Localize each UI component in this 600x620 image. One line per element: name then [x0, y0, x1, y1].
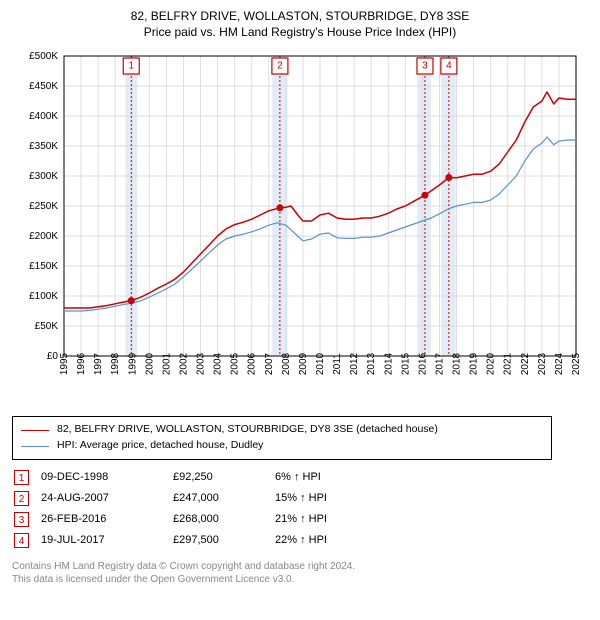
svg-text:£50K: £50K: [35, 321, 59, 332]
sale-price: £297,500: [173, 531, 273, 550]
svg-text:£300K: £300K: [29, 171, 58, 182]
chart-subtitle: Price paid vs. HM Land Registry's House …: [12, 24, 588, 40]
sale-badge: 2: [14, 489, 39, 508]
svg-text:£0: £0: [47, 351, 59, 362]
svg-text:3: 3: [422, 61, 428, 72]
chart-title: 82, BELFRY DRIVE, WOLLASTON, STOURBRIDGE…: [12, 8, 588, 24]
sale-price: £247,000: [173, 489, 273, 508]
chart-plot: £0 £50K £100K £150K £200K £250K £300K £350K £400…: [12, 46, 588, 406]
svg-text:£200K: £200K: [29, 231, 58, 242]
sales-row: 326-FEB-2016£268,00021% ↑ HPI: [14, 510, 337, 529]
sale-date: 26-FEB-2016: [41, 510, 171, 529]
sale-diff: 21% ↑ HPI: [275, 510, 337, 529]
legend-item: 82, BELFRY DRIVE, WOLLASTON, STOURBRIDGE…: [21, 422, 543, 438]
sales-table: 109-DEC-1998£92,2506% ↑ HPI224-AUG-2007£…: [12, 466, 339, 552]
sale-price: £92,250: [173, 468, 273, 487]
legend-label: 82, BELFRY DRIVE, WOLLASTON, STOURBRIDGE…: [57, 422, 438, 438]
footer-line-1: Contains HM Land Registry data © Crown c…: [12, 560, 588, 574]
sale-badge: 1: [14, 468, 39, 487]
sales-row: 224-AUG-2007£247,00015% ↑ HPI: [14, 489, 337, 508]
svg-text:£450K: £450K: [29, 81, 58, 92]
svg-text:1: 1: [128, 61, 134, 72]
svg-text:£250K: £250K: [29, 201, 58, 212]
svg-text:£400K: £400K: [29, 111, 58, 122]
sale-date: 19-JUL-2017: [41, 531, 171, 550]
footer-line-2: This data is licensed under the Open Gov…: [12, 573, 588, 587]
sales-row: 109-DEC-1998£92,2506% ↑ HPI: [14, 468, 337, 487]
footer: Contains HM Land Registry data © Crown c…: [12, 560, 588, 587]
legend-label: HPI: Average price, detached house, Dudl…: [57, 438, 263, 454]
sale-diff: 22% ↑ HPI: [275, 531, 337, 550]
sale-diff: 6% ↑ HPI: [275, 468, 337, 487]
svg-text:£350K: £350K: [29, 141, 58, 152]
sale-diff: 15% ↑ HPI: [275, 489, 337, 508]
sale-date: 24-AUG-2007: [41, 489, 171, 508]
svg-text:£150K: £150K: [29, 261, 58, 272]
sale-date: 09-DEC-1998: [41, 468, 171, 487]
legend-swatch: [21, 430, 49, 431]
svg-text:2: 2: [277, 61, 283, 72]
legend-swatch: [21, 446, 49, 447]
sale-price: £268,000: [173, 510, 273, 529]
legend-item: HPI: Average price, detached house, Dudl…: [21, 438, 543, 454]
chart-svg: £0 £50K £100K £150K £200K £250K £300K £350K £400…: [12, 46, 588, 406]
svg-text:£500K: £500K: [29, 51, 58, 62]
svg-text:4: 4: [446, 61, 452, 72]
sale-badge: 4: [14, 531, 39, 550]
sale-badge: 3: [14, 510, 39, 529]
sales-row: 419-JUL-2017£297,50022% ↑ HPI: [14, 531, 337, 550]
legend: 82, BELFRY DRIVE, WOLLASTON, STOURBRIDGE…: [12, 416, 552, 460]
chart-container: 82, BELFRY DRIVE, WOLLASTON, STOURBRIDGE…: [0, 0, 600, 597]
svg-text:£100K: £100K: [29, 291, 58, 302]
